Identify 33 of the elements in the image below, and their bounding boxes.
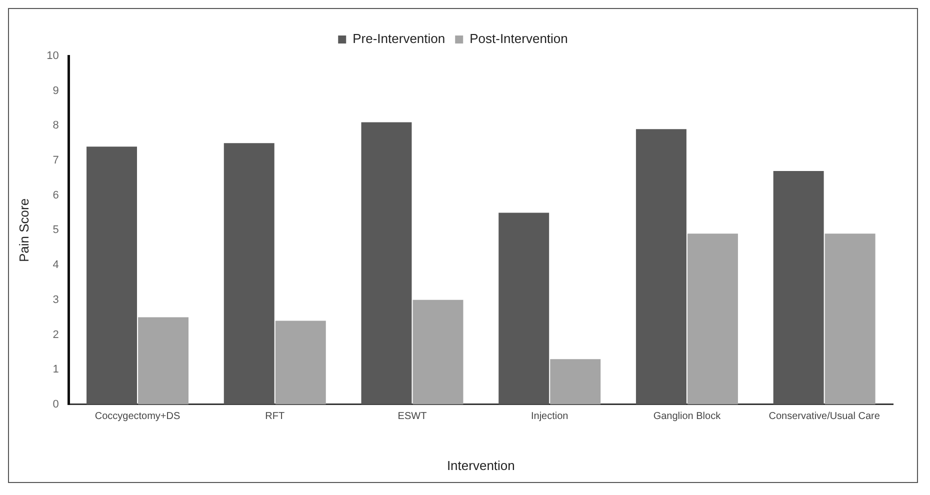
y-tick-label: 4 — [52, 259, 59, 272]
bar — [412, 300, 464, 404]
legend-label: Post-Intervention — [470, 31, 568, 46]
y-tick-label: 6 — [52, 189, 59, 202]
x-tick-label: ESWT — [398, 411, 427, 422]
x-axis-title: Intervention — [446, 458, 515, 473]
y-tick-label: 7 — [52, 154, 59, 167]
y-tick-label: 2 — [52, 328, 59, 341]
bar — [498, 212, 550, 404]
bar — [824, 234, 876, 404]
y-tick-label: 3 — [52, 294, 59, 306]
bar — [86, 146, 137, 404]
x-tick-label: RFT — [265, 411, 285, 422]
x-tick-label: Ganglion Block — [653, 411, 722, 422]
bar — [224, 143, 274, 404]
bar — [275, 320, 326, 404]
x-tick-label: Injection — [530, 411, 568, 422]
x-tick-label: Conservative/Usual Care — [768, 411, 880, 422]
y-tick-label: 9 — [52, 84, 59, 97]
y-tick-label: 1 — [52, 364, 59, 376]
bar — [361, 122, 412, 404]
y-tick-label: 10 — [46, 50, 59, 62]
y-tick-label: 0 — [52, 398, 59, 410]
bar — [138, 317, 189, 404]
x-tick-label: Coccygectomy+DS — [94, 411, 180, 422]
y-tick-label: 8 — [52, 120, 59, 132]
bar — [636, 129, 686, 404]
y-tick-label: 5 — [52, 224, 59, 236]
bar — [550, 359, 601, 404]
legend-label: Pre-Intervention — [352, 31, 446, 46]
y-axis-title: Pain Score — [16, 198, 32, 262]
bar — [687, 234, 738, 404]
bar — [773, 170, 824, 404]
